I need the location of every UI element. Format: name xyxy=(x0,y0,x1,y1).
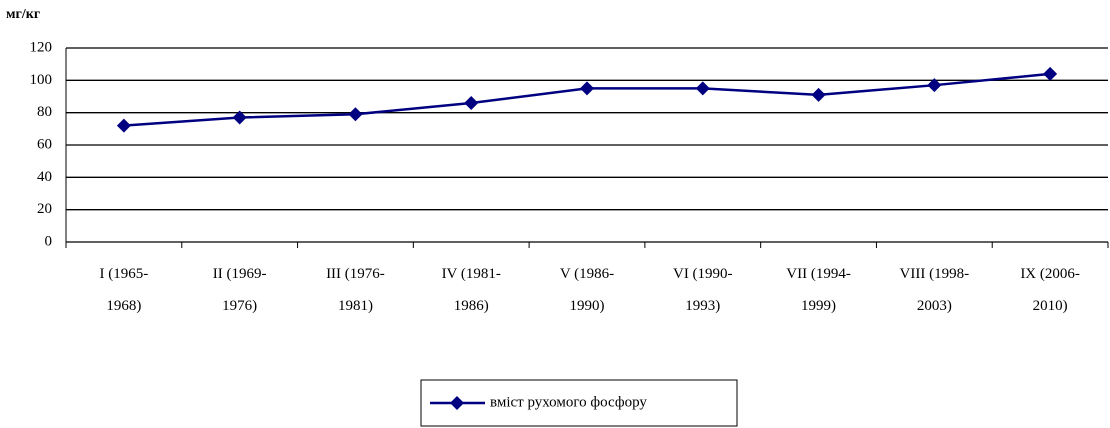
y-tick-label: 120 xyxy=(30,39,53,55)
x-tick-label: VI (1990-1993) xyxy=(673,266,733,314)
marker xyxy=(464,95,479,110)
legend-label: вміст рухомого фосфору xyxy=(490,394,647,410)
x-tick-label: I (1965-1968) xyxy=(100,266,149,314)
legend-box xyxy=(420,379,738,427)
y-axis-label: мг/кг xyxy=(6,7,40,22)
y-tick-label: 60 xyxy=(37,136,52,152)
x-tick-label: II (1969-1976) xyxy=(213,266,267,314)
legend-marker xyxy=(450,396,464,410)
marker xyxy=(1043,66,1058,81)
x-tick-label: VII (1994-1999) xyxy=(786,266,851,314)
marker xyxy=(116,118,131,133)
marker xyxy=(695,81,710,96)
y-tick-label: 20 xyxy=(37,201,52,217)
x-tick-label: IV (1981-1986) xyxy=(442,266,501,314)
x-tick-label: IX (2006-2010) xyxy=(1020,266,1080,314)
marker xyxy=(927,78,942,93)
y-tick-label: 100 xyxy=(30,72,53,88)
y-tick-label: 0 xyxy=(45,233,53,249)
marker xyxy=(811,87,826,102)
x-tick-label: V (1986-1990) xyxy=(560,266,614,314)
marker xyxy=(580,81,594,96)
y-tick-label: 80 xyxy=(37,104,52,120)
y-tick-label: 40 xyxy=(37,169,52,185)
marker xyxy=(232,110,247,125)
x-tick-label: VIII (1998-2003) xyxy=(900,266,970,314)
x-tick-label: III (1976-1981) xyxy=(326,266,385,314)
marker xyxy=(348,107,363,122)
